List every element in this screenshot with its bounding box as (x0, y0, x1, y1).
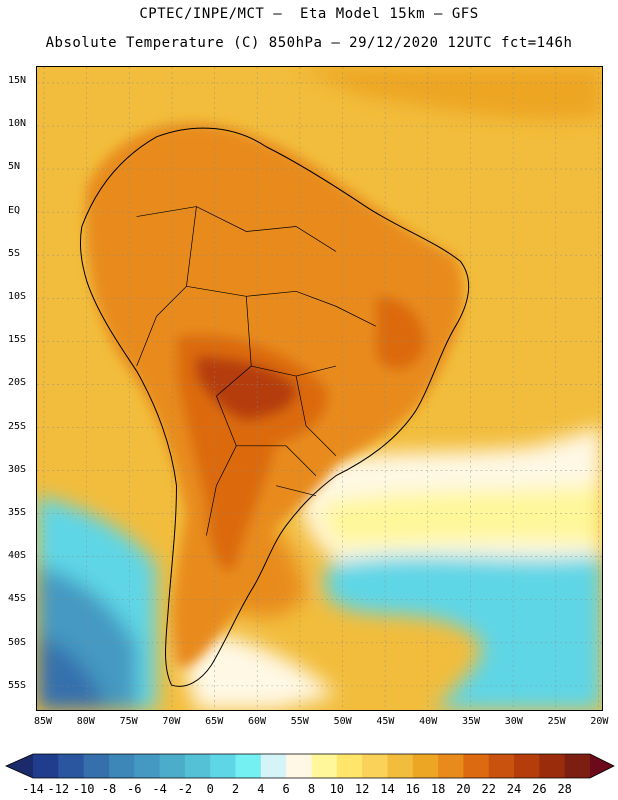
lon-label: 45W (376, 716, 395, 727)
colorbar-label: 0 (206, 782, 214, 796)
colorbar-label: 6 (282, 782, 290, 796)
color-scale-bar (5, 753, 615, 779)
colorbar-label: 4 (257, 782, 265, 796)
colorbar-swatch (438, 754, 464, 778)
lon-label: 40W (419, 716, 438, 727)
colorbar-swatch (362, 754, 388, 778)
lat-label: 35S (8, 507, 27, 518)
colorbar-swatch (336, 754, 363, 778)
ocean-warm-band-north (296, 67, 602, 120)
lon-label: 20W (590, 716, 609, 727)
lat-label: 55S (8, 679, 27, 691)
lon-label: 50W (333, 716, 352, 727)
lon-label: 55W (290, 716, 309, 727)
lat-label: EQ (8, 204, 21, 216)
colorbar-swatch (210, 754, 237, 778)
colorbar-swatch (83, 754, 110, 778)
lat-label: 20S (8, 377, 27, 389)
colorbar-label: 22 (481, 782, 496, 796)
lat-label: 40S (8, 550, 27, 562)
colorbar-swatch (463, 754, 490, 778)
colorbar-label: -4 (152, 782, 167, 796)
colorbar-swatch (387, 754, 414, 778)
colorbar-swatch (412, 754, 439, 778)
colorbar-swatch (539, 754, 566, 778)
colorbar-high-arrow (590, 754, 614, 778)
colorbar-label: 20 (456, 782, 471, 796)
colorbar-swatch (286, 754, 312, 778)
lon-label: 30W (504, 716, 523, 727)
colorbar-label: -10 (72, 782, 95, 796)
lat-label: 25S (8, 420, 27, 432)
colorbar-swatch (488, 754, 515, 778)
colorbar-swatch (514, 754, 540, 778)
coldest-zone-southwest (37, 635, 107, 710)
colorbar-swatch (58, 754, 85, 778)
lat-label: 10N (8, 118, 27, 130)
lat-label: 50S (8, 636, 27, 648)
title-line-1: CPTEC/INPE/MCT – Eta Model 15km – GFS (139, 6, 479, 22)
colorbar-label: 24 (506, 782, 522, 796)
colorbar-label: -14 (22, 782, 44, 796)
colorbar-outline (5, 753, 615, 779)
lon-label: 80W (76, 716, 95, 727)
lat-label: 5S (8, 247, 21, 259)
colorbar-label: 12 (354, 782, 370, 796)
lon-label: 60W (247, 716, 267, 727)
colorbar-swatch (159, 754, 186, 778)
colorbar-swatch (564, 754, 591, 778)
coastline (80, 127, 470, 687)
colorbar-label: 28 (557, 782, 572, 796)
lat-label: 45S (8, 593, 27, 605)
lon-label: 85W (33, 716, 53, 727)
colorbar-swatch (235, 754, 262, 778)
colorbar-label: -6 (127, 782, 142, 796)
lat-label: 15S (8, 334, 27, 346)
lon-label: 25W (547, 716, 566, 727)
colorbar-label: 16 (405, 782, 420, 796)
lon-label: 35W (461, 716, 481, 727)
colorbar-swatch (311, 754, 338, 778)
northeast-brazil-hot (375, 296, 426, 370)
cold-zone-south-atlantic (325, 555, 602, 710)
colorbar-swatch (184, 754, 211, 778)
colorbar-label: -8 (101, 782, 117, 796)
colorbar-swatch (33, 754, 59, 778)
lon-label: 70W (162, 716, 181, 727)
lat-label: 15N (8, 75, 27, 86)
colorbar-label: 18 (430, 782, 446, 796)
temperature-map (36, 66, 603, 711)
colorbar-label: 26 (532, 782, 547, 796)
cream-zone-cape-horn (182, 625, 336, 710)
colorbar-label: 14 (380, 782, 395, 796)
colorbar-label: 2 (231, 782, 240, 796)
lat-label: 10S (8, 291, 27, 302)
colorbar-low-arrow (6, 754, 33, 778)
colorbar-swatch (260, 754, 287, 778)
colorbar-label: 10 (329, 782, 345, 796)
colorbar-swatch (134, 754, 161, 778)
colorbar-label: -12 (47, 782, 70, 796)
country-borders (136, 206, 376, 536)
title-line-2: Absolute Temperature (C) 850hPa – 29/12/… (45, 35, 573, 51)
colorbar-label: -2 (177, 782, 193, 796)
continent-hottest-core (196, 356, 297, 421)
lat-label: 30S (8, 463, 27, 475)
lon-label: 75W (119, 716, 138, 727)
colorbar-swatch (108, 754, 135, 778)
lat-label: 5N (8, 161, 21, 173)
lon-label: 65W (205, 716, 224, 727)
colorbar-label: 8 (307, 782, 316, 796)
yellow-zone-south-atlantic (316, 485, 602, 546)
